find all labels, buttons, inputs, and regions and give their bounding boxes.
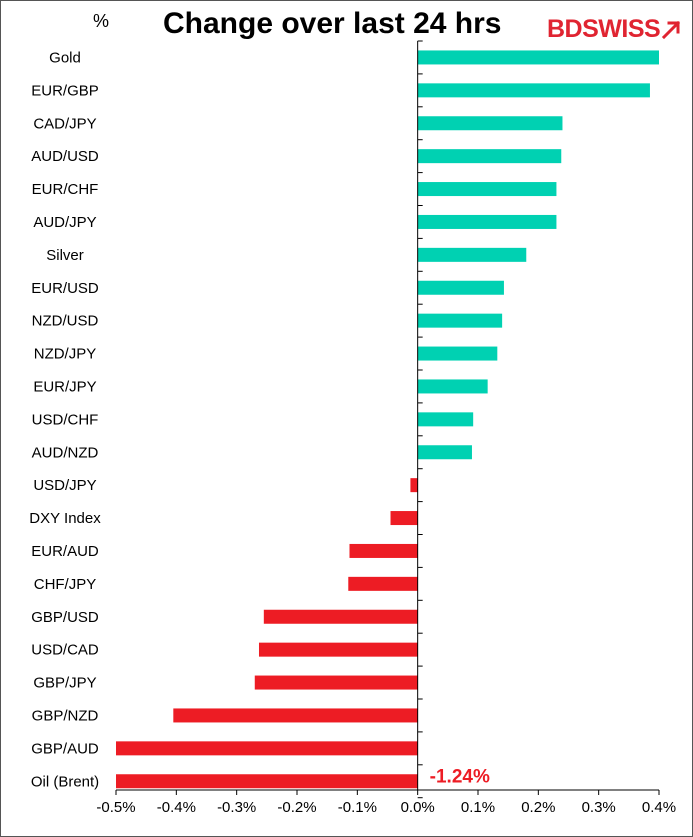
bar-usd-cad — [258, 642, 418, 657]
x-tick-label: -0.5% — [96, 799, 135, 816]
bar-oil-brent — [116, 774, 418, 789]
brand-logo-bd: BD — [547, 15, 583, 43]
category-label-usd-chf: USD/CHF — [32, 411, 99, 428]
bar-gbp-aud — [116, 741, 418, 756]
bar-aud-nzd — [417, 445, 472, 460]
category-label-nzd-jpy: NZD/JPY — [34, 346, 97, 363]
bar-chf-jpy — [348, 576, 418, 591]
category-label-aud-nzd: AUD/NZD — [32, 444, 99, 461]
category-label-aud-usd: AUD/USD — [31, 148, 99, 165]
category-label-gbp-aud: GBP/AUD — [31, 740, 99, 757]
bar-aud-jpy — [417, 214, 557, 229]
bar-usd-jpy — [410, 478, 418, 493]
bar-gbp-jpy — [254, 675, 418, 690]
bar-gbp-usd — [263, 609, 418, 624]
x-tick-label: -0.2% — [277, 799, 316, 816]
x-tick-label: 0.0% — [401, 799, 435, 816]
bar-silver — [417, 247, 527, 262]
category-label-gbp-nzd: GBP/NZD — [32, 707, 99, 724]
brand-logo-swiss: SWISS — [582, 15, 661, 43]
x-tick-label: -0.1% — [338, 799, 377, 816]
chart-title: Change over last 24 hrs — [163, 7, 502, 40]
category-label-usd-jpy: USD/JPY — [33, 477, 96, 494]
category-label-usd-cad: USD/CAD — [31, 642, 99, 659]
bar-aud-usd — [417, 149, 562, 164]
annotation-label: -1.24% — [430, 766, 490, 787]
category-label-gbp-usd: GBP/USD — [31, 609, 99, 626]
category-label-eur-usd: EUR/USD — [31, 280, 99, 297]
bar-eur-chf — [417, 182, 557, 197]
bar-eur-jpy — [417, 379, 488, 394]
category-label-gbp-jpy: GBP/JPY — [33, 675, 96, 692]
brand-logo-icon — [662, 21, 681, 40]
bar-eur-gbp — [417, 83, 650, 98]
category-label-oil-brent: Oil (Brent) — [31, 773, 99, 790]
bar-eur-usd — [417, 280, 504, 295]
x-tick-label: 0.1% — [461, 799, 495, 816]
bar-nzd-usd — [417, 313, 503, 328]
bar-eur-aud — [349, 543, 418, 558]
category-label-silver: Silver — [46, 247, 84, 264]
category-label-eur-gbp: EUR/GBP — [31, 82, 99, 99]
category-label-chf-jpy: CHF/JPY — [34, 576, 97, 593]
axis-layer — [115, 40, 660, 799]
category-label-eur-aud: EUR/AUD — [31, 543, 99, 560]
category-label-aud-jpy: AUD/JPY — [33, 214, 96, 231]
category-label-gold: Gold — [49, 49, 81, 66]
bar-cad-jpy — [417, 116, 563, 131]
brand-logo: BDSWISS — [547, 15, 681, 44]
bar-usd-chf — [417, 412, 474, 427]
labels-layer: Gold EUR/GBP CAD/JPY AUD/USD EUR/CHF AUD/JPY S… — [29, 49, 676, 816]
x-tick-label: -0.4% — [157, 799, 196, 816]
unit-label: % — [93, 11, 110, 31]
x-tick-label: 0.4% — [642, 799, 676, 816]
x-tick-label: 0.2% — [521, 799, 555, 816]
bars-layer — [116, 50, 659, 789]
bar-gold — [417, 50, 659, 65]
x-tick-label: 0.3% — [582, 799, 616, 816]
x-tick-label: -0.3% — [217, 799, 256, 816]
category-label-dxy-index: DXY Index — [29, 510, 101, 527]
bar-nzd-jpy — [417, 346, 498, 361]
bar-dxy-index — [390, 511, 418, 526]
bar-gbp-nzd — [173, 708, 418, 723]
category-label-nzd-usd: NZD/USD — [32, 313, 99, 330]
category-label-cad-jpy: CAD/JPY — [33, 115, 96, 132]
category-label-eur-jpy: EUR/JPY — [33, 378, 96, 395]
category-label-eur-chf: EUR/CHF — [32, 181, 99, 198]
